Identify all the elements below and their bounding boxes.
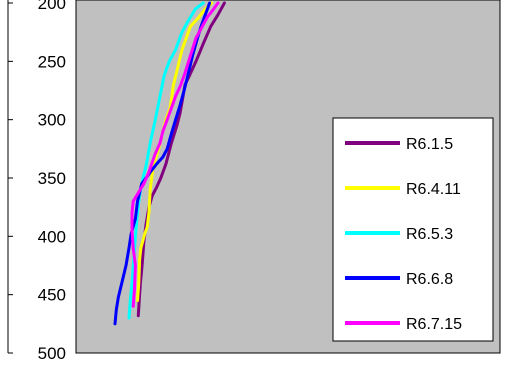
legend-label: R6.5.3 <box>406 226 453 243</box>
legend-label: R6.4.11 <box>406 181 461 198</box>
legend-items: R6.1.5 R6.4.11 R6.5.3 R6.6.8 R6.7.15 <box>345 136 462 333</box>
legend-label: R6.1.5 <box>406 136 453 153</box>
y-tick-label: 300 <box>38 111 66 130</box>
y-tick-label: 350 <box>38 169 66 188</box>
y-tick-label: 200 <box>38 0 66 13</box>
y-tick-label: 450 <box>38 286 66 305</box>
y-tick-label: 500 <box>38 344 66 363</box>
y-tick-label: 250 <box>38 52 66 71</box>
series-line-r6-7-15 <box>130 1 220 308</box>
series-layer <box>113 1 226 326</box>
legend-label: R6.6.8 <box>406 271 453 288</box>
legend: R6.1.5 R6.4.11 R6.5.3 R6.6.8 R6.7.15 <box>332 117 494 342</box>
series-line-r6-1-5 <box>136 1 226 318</box>
y-axis-ticks: 200 250 300 350 400 450 500 <box>8 0 66 363</box>
series-line-r6-6-8 <box>113 1 212 326</box>
legend-box <box>332 117 494 342</box>
legend-label: R6.7.15 <box>406 316 462 333</box>
y-tick-label: 400 <box>38 227 66 246</box>
